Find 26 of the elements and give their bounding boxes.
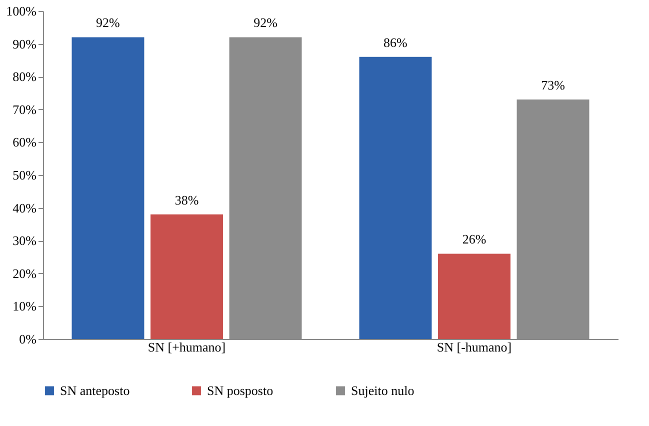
y-tick-label: 90% <box>12 36 37 52</box>
bar <box>359 56 432 339</box>
y-tick-label: 40% <box>12 200 37 216</box>
legend-label: SN posposto <box>207 382 274 398</box>
y-tick-label: 80% <box>12 69 37 84</box>
x-tick-label: SN [+humano] <box>148 340 226 354</box>
y-tick-label: 50% <box>12 168 37 182</box>
y-tick-label: 60% <box>12 134 37 150</box>
y-tick-label: 30% <box>12 233 37 248</box>
data-label: 38% <box>174 192 199 208</box>
bar <box>72 37 144 339</box>
legend-label: Sujeito nulo <box>351 382 414 398</box>
y-tick-label: 0% <box>19 332 37 346</box>
data-label: 92% <box>96 15 120 30</box>
y-tick-label: 10% <box>12 298 37 314</box>
bar <box>150 214 223 339</box>
data-label: 92% <box>254 15 278 30</box>
data-label: 73% <box>541 78 566 93</box>
y-tick-label: 70% <box>12 102 37 117</box>
bar <box>438 254 510 339</box>
data-label: 26% <box>462 232 486 247</box>
x-tick-label: SN [-humano] <box>436 340 512 354</box>
legend-label: SN anteposto <box>60 382 130 398</box>
y-tick-label: 100% <box>6 4 37 18</box>
data-label: 86% <box>384 34 408 50</box>
y-tick-label: 20% <box>12 266 37 281</box>
